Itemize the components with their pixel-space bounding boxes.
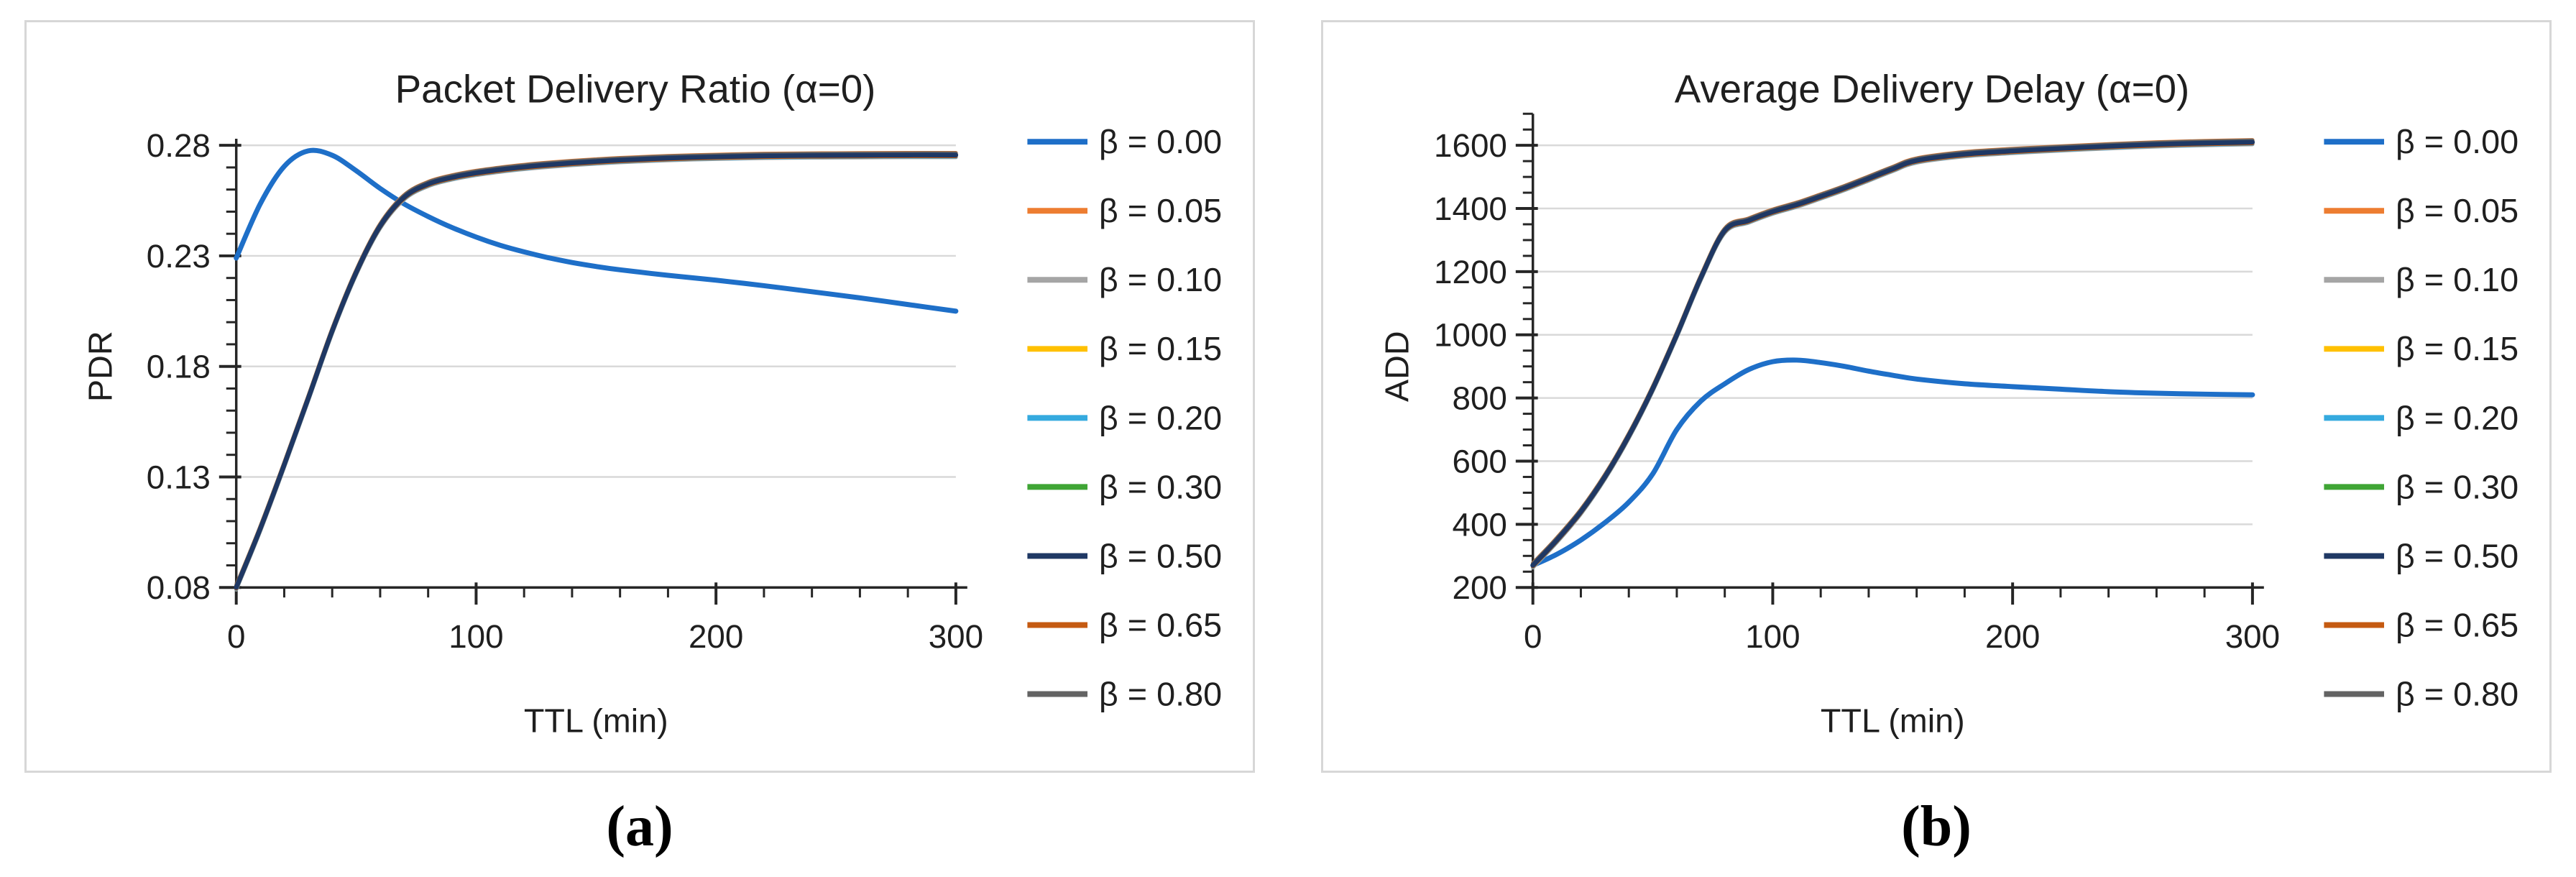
legend-label: β = 0.50 — [2396, 537, 2518, 574]
legend-item: β = 0.20 — [2324, 399, 2518, 436]
legend-label: β = 0.50 — [1099, 537, 1222, 574]
gridlines — [236, 144, 956, 478]
series-line-0.20 — [1530, 142, 2255, 569]
y-tick-label: 0.13 — [147, 459, 211, 495]
x-tick-label: 300 — [929, 618, 983, 655]
y-tick-label: 0.28 — [147, 127, 211, 164]
chart-title: Average Delivery Delay (α=0) — [1675, 66, 2189, 111]
legend-item: β = 0.30 — [1027, 468, 1222, 505]
legend-label: β = 0.30 — [2396, 468, 2518, 505]
legend-item: β = 0.10 — [2324, 261, 2518, 298]
x-tick-label: 100 — [1745, 618, 1800, 655]
series-line-0.80 — [234, 151, 958, 588]
y-tick-label: 1400 — [1434, 190, 1507, 227]
chart-panel-a: Packet Delivery Ratio (α=0) 0.08 0.13 0.18 0… — [24, 20, 1255, 773]
legend-item: β = 0.65 — [1027, 606, 1222, 643]
x-axis-title: TTL (min) — [1821, 702, 1965, 739]
legend-label: β = 0.10 — [1099, 261, 1222, 298]
legend-item: β = 0.30 — [2324, 468, 2518, 505]
x-tick-label: 0 — [1524, 618, 1542, 655]
legend: β = 0.00 β = 0.05 β = 0.10 β = 0.15 β = 0.20… — [1027, 123, 1222, 712]
gridlines — [1532, 144, 2253, 525]
y-tick-label: 200 — [1453, 569, 1507, 606]
subfigure-caption-b: (b) — [1901, 795, 1972, 858]
add-chart-svg: Average Delivery Delay (α=0) 200 400 600 800… — [1379, 66, 2519, 739]
legend-item: β = 0.80 — [1027, 675, 1222, 712]
legend-label: β = 0.15 — [1099, 330, 1222, 367]
legend-label: β = 0.65 — [2396, 606, 2518, 643]
series-line-0.30 — [1530, 139, 2255, 567]
legend-item: β = 0.05 — [1027, 192, 1222, 229]
legend-item: β = 0.15 — [1027, 330, 1222, 367]
legend-item: β = 0.15 — [2324, 330, 2518, 367]
legend-label: β = 0.20 — [2396, 399, 2518, 436]
series-line-0.50 — [234, 152, 959, 590]
legend-label: β = 0.30 — [1099, 468, 1222, 505]
legend-item: β = 0.50 — [2324, 537, 2518, 574]
y-axis-title: PDR — [82, 331, 119, 402]
series-lines — [234, 147, 959, 592]
series-line-0.05 — [1530, 138, 2255, 566]
y-tick-label: 0.23 — [147, 238, 211, 275]
legend-label: β = 0.15 — [2396, 330, 2518, 367]
subfigure-caption-a: (a) — [606, 795, 673, 858]
y-tick-label: 400 — [1453, 506, 1507, 543]
legend-label: β = 0.65 — [1099, 606, 1222, 643]
series-line-0.30 — [234, 152, 958, 589]
legend-item: β = 0.05 — [2324, 192, 2518, 229]
legend-label: β = 0.00 — [1099, 123, 1222, 160]
series-line-0.65 — [1530, 141, 2255, 569]
x-tick-label: 200 — [1985, 618, 2040, 655]
series-line-0.20 — [234, 155, 958, 592]
x-axis-ticks — [1531, 582, 2254, 605]
chart-panel-b: Average Delivery Delay (α=0) 200 400 600 800… — [1321, 20, 2552, 773]
series-line-0.80 — [1530, 138, 2255, 566]
y-tick-label: 1200 — [1434, 254, 1507, 290]
series-line-0.00 — [1530, 357, 2255, 568]
y-tick-label: 1000 — [1434, 317, 1507, 354]
y-axis-title: ADD — [1379, 331, 1416, 402]
x-tick-label: 0 — [227, 618, 245, 655]
legend-label: β = 0.80 — [2396, 675, 2518, 712]
x-tick-label: 100 — [448, 618, 503, 655]
series-line-0.05 — [234, 150, 958, 587]
series-lines — [1530, 138, 2255, 570]
x-axis-ticks — [234, 582, 957, 605]
y-tick-label: 800 — [1453, 380, 1507, 417]
y-axis-ticks — [218, 144, 242, 589]
series-line-0.10 — [234, 155, 958, 592]
legend-item: β = 0.65 — [2324, 606, 2518, 643]
series-line-0.15 — [1530, 139, 2255, 566]
y-tick-label: 0.08 — [147, 569, 211, 606]
legend-item: β = 0.80 — [2324, 675, 2518, 712]
y-tick-label: 600 — [1453, 443, 1507, 479]
legend-item: β = 0.10 — [1027, 261, 1222, 298]
legend-label: β = 0.05 — [1099, 192, 1222, 229]
chart-title: Packet Delivery Ratio (α=0) — [395, 66, 876, 111]
legend-label: β = 0.05 — [2396, 192, 2518, 229]
legend: β = 0.00 β = 0.05 β = 0.10 β = 0.15 β = 0.20… — [2324, 123, 2518, 712]
y-tick-label: 1600 — [1434, 127, 1507, 164]
legend-item: β = 0.00 — [2324, 123, 2518, 160]
legend-item: β = 0.50 — [1027, 537, 1222, 574]
series-line-0.00 — [234, 147, 959, 314]
y-axis-ticks — [1515, 112, 1538, 589]
pdr-chart-svg: Packet Delivery Ratio (α=0) 0.08 0.13 0.18 0… — [82, 66, 1223, 739]
legend-item: β = 0.00 — [1027, 123, 1222, 160]
series-line-0.50 — [1530, 139, 2255, 568]
legend-label: β = 0.80 — [1099, 675, 1222, 712]
series-line-0.65 — [234, 154, 958, 591]
legend-label: β = 0.20 — [1099, 399, 1222, 436]
legend-label: β = 0.10 — [2396, 261, 2518, 298]
x-axis-title: TTL (min) — [524, 702, 668, 739]
series-line-0.15 — [234, 151, 958, 588]
x-tick-label: 300 — [2225, 618, 2280, 655]
legend-item: β = 0.20 — [1027, 399, 1222, 436]
legend-label: β = 0.00 — [2396, 123, 2518, 160]
x-tick-label: 200 — [689, 618, 743, 655]
y-tick-label: 0.18 — [147, 349, 211, 385]
